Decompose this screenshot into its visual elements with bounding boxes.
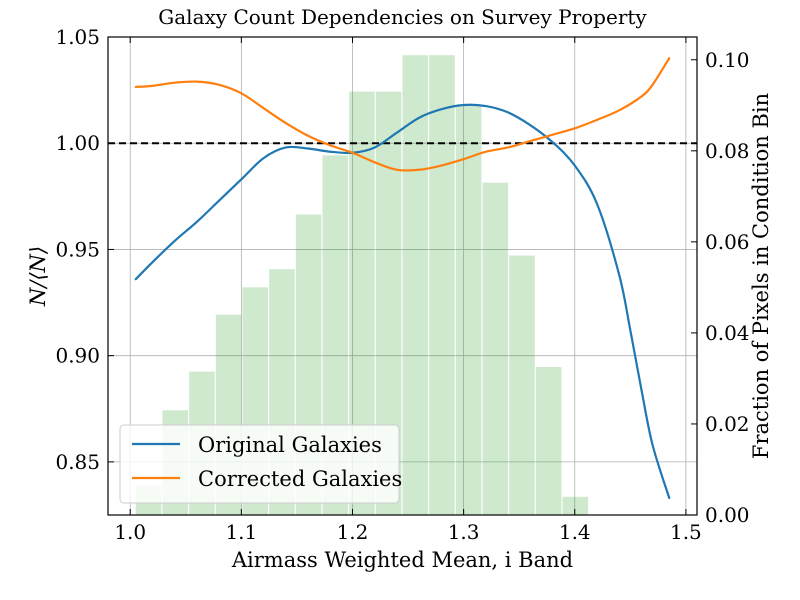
- legend-label-original: Original Galaxies: [198, 433, 382, 457]
- histogram-bar: [535, 367, 562, 515]
- histogram-bar: [562, 496, 589, 515]
- y2-tick-label: 0.08: [705, 139, 750, 163]
- chart-title: Galaxy Count Dependencies on Survey Prop…: [158, 5, 647, 29]
- y-tick-label: 1.00: [55, 131, 100, 155]
- x-tick-label: 1.0: [114, 520, 146, 544]
- x-tick-label: 1.5: [670, 520, 702, 544]
- y-axis-title: N/⟨N⟩: [26, 246, 50, 307]
- y-tick-label: 1.05: [55, 25, 100, 49]
- y2-tick-label: 0.00: [705, 503, 750, 527]
- x-tick-label: 1.1: [225, 520, 257, 544]
- y2-tick-label: 0.02: [705, 412, 750, 436]
- y2-tick-label: 0.10: [705, 48, 750, 72]
- y-tick-label: 0.85: [55, 450, 100, 474]
- histogram-bar: [509, 255, 535, 515]
- histogram-bar: [455, 105, 482, 516]
- legend: Original Galaxies Corrected Galaxies: [119, 424, 402, 504]
- histogram-bar: [429, 55, 455, 515]
- x-axis-title: Airmass Weighted Mean, i Band: [231, 548, 573, 572]
- y2-tick-label: 0.06: [705, 230, 750, 254]
- y2-tick-label: 0.04: [705, 321, 750, 345]
- x-tick-label: 1.3: [448, 520, 480, 544]
- y-tick-label: 0.90: [55, 344, 100, 368]
- series-line-corrected: [134, 57, 671, 172]
- series-lines: [134, 57, 671, 500]
- x-tick-label: 1.2: [337, 520, 369, 544]
- axis-ticks: 1.0 1.1 1.2 1.3 1.4 1.5 0.85 0.90 0.95 1.00 1.05 0.…: [55, 25, 749, 544]
- y2-axis-title: Fraction of Pixels in Condition Bin: [749, 93, 773, 459]
- histogram-bar: [402, 55, 429, 515]
- legend-label-corrected: Corrected Galaxies: [198, 467, 402, 491]
- x-tick-label: 1.4: [559, 520, 591, 544]
- legend-box: [119, 424, 400, 504]
- histogram-bar: [482, 182, 509, 515]
- series-line-original: [134, 103, 671, 500]
- plot-frame: [107, 36, 698, 516]
- y-tick-label: 0.95: [55, 237, 100, 261]
